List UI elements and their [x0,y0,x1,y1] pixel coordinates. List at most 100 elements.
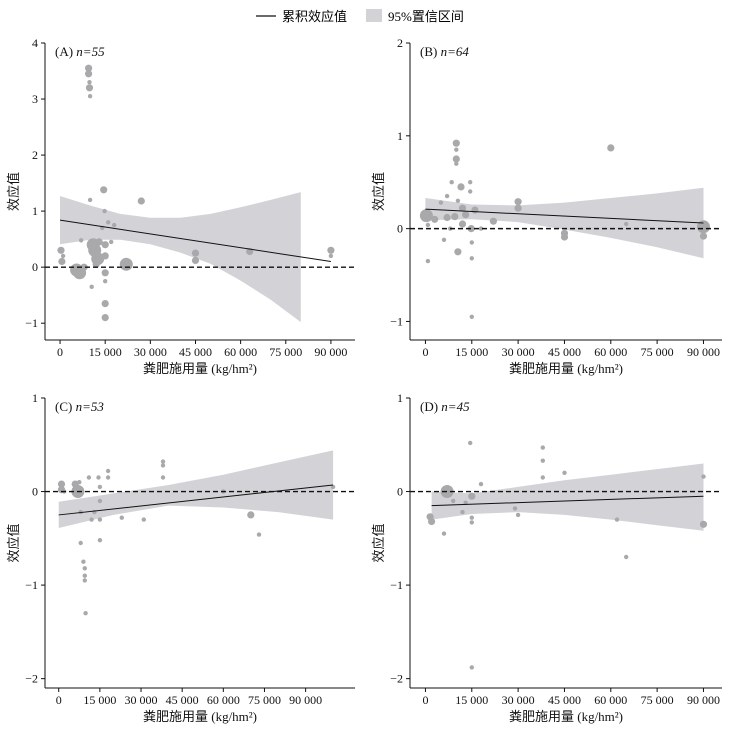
data-point [328,253,334,259]
data-point [467,225,475,233]
data-point [452,139,460,147]
x-tick-label: 75 000 [641,345,674,359]
x-tick-label: 90 000 [289,693,322,707]
y-axis-label: 效应值 [371,523,386,562]
y-axis-label: 效应值 [6,172,21,211]
data-point [327,246,335,254]
x-tick-label: 30 000 [134,345,167,359]
panel-b: −1 0 1 2 0 15 000 30 000 45 000 60 000 75 000 90 0… [371,36,722,376]
x-tick-label: 15 000 [455,693,488,707]
data-point [85,64,93,72]
data-point [247,511,255,519]
data-point [78,540,83,546]
y-tick-label: 2 [32,148,38,162]
x-tick-label: 15 000 [89,345,122,359]
y-tick-label: −1 [25,578,38,592]
x-axis-label: 粪肥施用量 (kg/hm²) [509,709,623,724]
data-point [540,475,545,480]
data-point [614,517,620,522]
x-tick-label: 90 000 [314,345,347,359]
data-point [160,463,166,468]
x-tick-label: 15 000 [83,693,116,707]
data-point [449,180,454,185]
data-point [57,480,66,488]
fit-line [58,484,334,516]
fit-line [59,219,331,263]
data-point [697,220,710,234]
data-point [87,80,92,85]
data-point [469,665,474,670]
data-point [468,189,473,194]
x-tick-label: 30 000 [502,345,535,359]
x-tick-label: 60 000 [224,345,257,359]
data-point [443,213,451,222]
data-point [468,440,473,446]
data-point [515,512,521,518]
x-axis-label: 粪肥施用量 (kg/hm²) [143,709,257,724]
panels: −1 0 1 2 3 4 0 15 000 30 000 45 000 60 000 75 000 90… [6,36,722,724]
fit-line [425,208,704,224]
data-point [701,474,706,479]
data-point [119,515,125,520]
data-point [97,484,103,490]
x-tick-label: 75 000 [641,693,674,707]
y-axis-label: 效应值 [6,523,21,562]
data-point [119,257,133,271]
x-tick-label: 45 000 [548,345,581,359]
y-tick-label: 1 [397,129,403,143]
y-tick-label: −1 [25,316,38,330]
data-point [89,284,94,289]
data-point [105,475,111,480]
data-point [444,193,450,199]
data-point [87,94,93,99]
data-point [141,517,146,522]
data-point [440,485,454,498]
data-point [469,520,474,525]
data-point [512,506,518,511]
data-point [85,84,94,92]
data-point [431,215,439,223]
data-point [489,217,497,225]
data-point [101,252,109,260]
x-tick-label: 30 000 [125,693,158,707]
data-point [699,232,708,240]
x-tick-label: 45 000 [166,693,199,707]
data-point [425,222,431,228]
data-point [419,209,433,223]
x-tick-label: 0 [422,345,428,359]
data-point [454,161,459,166]
data-point [455,198,461,203]
data-point [469,515,474,520]
data-point [471,206,479,214]
y-tick-label: 1 [32,391,38,405]
x-tick-label: 0 [57,345,63,359]
data-point [469,240,474,245]
data-point [85,70,93,78]
data-point [458,204,467,212]
data-point [137,197,145,205]
data-point [77,480,82,485]
data-point [425,258,431,264]
data-point [452,155,460,163]
data-point [89,517,94,522]
data-point [83,611,88,616]
data-point [101,314,109,322]
data-point [160,459,166,464]
x-tick-label: 90 000 [687,693,720,707]
data-point [454,147,459,152]
y-tick-label: 2 [397,36,403,50]
data-point [100,186,108,194]
y-tick-label: 1 [32,204,38,218]
y-tick-label: 0 [32,260,38,274]
y-tick-label: 3 [32,92,38,106]
data-point [457,183,465,191]
data-point [103,279,108,284]
data-point [102,208,107,214]
data-point [91,252,105,266]
data-point [462,211,470,219]
data-point [458,220,467,228]
data-point [441,531,447,536]
panel-label: (D) n=45 [420,399,470,414]
data-point [105,468,111,474]
